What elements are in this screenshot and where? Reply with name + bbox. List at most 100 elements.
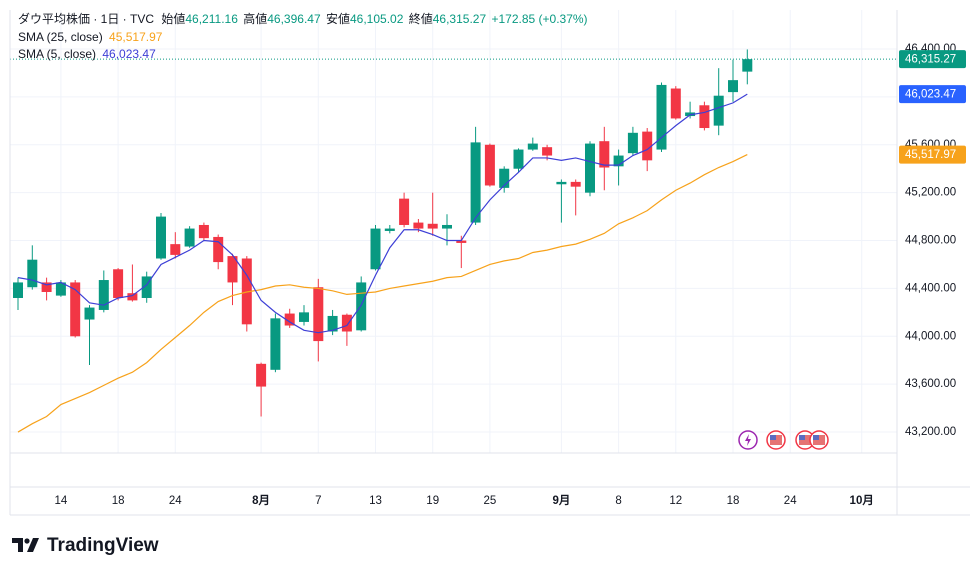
candle-body	[41, 282, 52, 293]
x-tick-label: 13	[369, 495, 382, 507]
ohlc-value: 46,105.02	[350, 12, 404, 26]
price-tag-label: 46,315.27	[905, 54, 956, 66]
x-tick-label: 8月	[252, 494, 270, 507]
x-tick-label: 10月	[850, 494, 874, 507]
x-tick-label: 7	[315, 495, 321, 507]
candle-body	[84, 307, 95, 320]
flag	[813, 435, 819, 440]
flag	[770, 435, 776, 440]
logo-mark	[24, 538, 30, 544]
candle-body	[170, 244, 181, 255]
candle-body	[527, 143, 538, 150]
candle-body	[442, 224, 452, 229]
x-tick-label: 24	[784, 495, 797, 507]
candle-body	[299, 312, 309, 322]
indicator-value: 46,023.47	[102, 47, 156, 61]
candle-body	[742, 59, 753, 72]
candle-body	[670, 88, 681, 119]
indicator-value: 45,517.97	[109, 30, 163, 44]
candle-body	[570, 181, 581, 187]
y-tick-label: 44,000.00	[905, 330, 956, 342]
candle-body	[399, 198, 410, 225]
price-tag	[899, 145, 966, 164]
candle-body	[699, 105, 710, 129]
sma-line	[17, 154, 748, 433]
x-tick-label: 19	[426, 495, 439, 507]
header: ダウ平均株価 · 1日 · TVC 始値46,211.16 高値46,396.4…	[18, 11, 588, 26]
candle-body	[556, 181, 567, 185]
y-tick-label: 43,200.00	[905, 426, 956, 438]
candle-body	[313, 287, 324, 342]
candle-body	[55, 282, 66, 296]
axes: 43,200.00 43,600.00 44,000.00 44,400.00 44,8…	[55, 43, 966, 507]
ohlc-value: 46,315.27	[433, 12, 487, 26]
ohlc-label: 高値	[243, 11, 267, 26]
y-tick-label: 44,400.00	[905, 282, 956, 294]
candle-body	[470, 142, 481, 223]
candle-body	[370, 228, 381, 270]
candle-body	[284, 313, 295, 326]
candle-body	[427, 223, 438, 229]
candle-body	[270, 318, 281, 370]
candle-body	[184, 228, 195, 247]
x-tick-label: 25	[484, 495, 497, 507]
candle-body	[341, 314, 352, 332]
candle-body	[256, 363, 267, 387]
candle-body	[141, 276, 152, 298]
event-icon-glyph	[745, 434, 751, 446]
x-tick-label: 24	[169, 495, 182, 507]
candle-body	[213, 236, 224, 263]
event-icons[interactable]	[738, 430, 829, 450]
flag	[799, 435, 805, 440]
y-tick-label: 45,200.00	[905, 187, 956, 199]
x-tick-label: 9月	[552, 494, 570, 507]
ohlc-value: 46,396.47	[267, 12, 321, 26]
candle-body	[27, 259, 38, 288]
candle-body	[513, 149, 524, 169]
candle-body	[198, 224, 209, 239]
candle-body	[127, 293, 138, 301]
candle-body	[413, 222, 424, 229]
indicator-name: SMA (25, close)	[18, 30, 103, 44]
candle-body	[156, 216, 166, 259]
candle-body	[327, 315, 338, 332]
ohlc-value: 46,211.16	[185, 12, 238, 26]
candle-body	[384, 228, 395, 231]
candle-body	[642, 131, 653, 161]
candle-body	[113, 269, 124, 298]
candle-body	[627, 132, 638, 154]
candle-body	[585, 143, 595, 193]
indicator-legend: SMA (25, close) 45,517.97	[18, 30, 163, 44]
brand-name: TradingView	[47, 535, 159, 556]
x-tick-label: 8	[615, 495, 621, 507]
brand-logo[interactable]: TradingView	[12, 535, 159, 556]
ohlc-label: 始値	[161, 11, 185, 26]
logo-mark	[12, 538, 23, 552]
ohlc-label: 終値	[409, 11, 433, 26]
candle-body	[227, 256, 238, 283]
candle-body	[499, 168, 510, 188]
logo-mark	[27, 538, 39, 552]
candle-body	[656, 84, 667, 150]
x-tick-label: 14	[55, 495, 68, 507]
indicator-legend: SMA (5, close) 46,023.47	[18, 47, 156, 61]
x-tick-label: 18	[112, 495, 125, 507]
ohlc-label: 安値	[326, 11, 350, 26]
candle-body	[13, 282, 23, 298]
candle-body	[456, 240, 467, 243]
x-tick-label: 18	[727, 495, 740, 507]
plot	[10, 49, 897, 433]
x-tick-label: 12	[669, 495, 682, 507]
change: +172.85 (+0.37%)	[491, 12, 587, 26]
sma-line	[17, 93, 748, 334]
candle-body	[713, 95, 724, 126]
candle-body	[542, 147, 553, 156]
price-tag	[899, 85, 966, 104]
price-tag-label: 46,023.47	[905, 89, 956, 101]
candle-body	[728, 80, 738, 93]
candle-body	[484, 144, 495, 186]
title: ダウ平均株価 · 1日 · TVC	[18, 11, 154, 26]
candle-body	[613, 155, 624, 167]
y-tick-label: 43,600.00	[905, 378, 956, 390]
